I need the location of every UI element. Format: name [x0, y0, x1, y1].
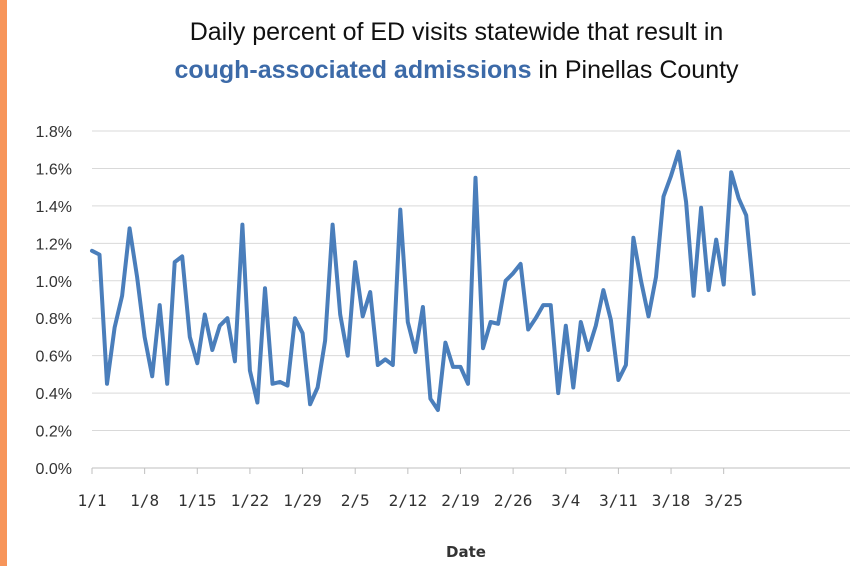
y-axis-ticks: 0.0% 0.2% 0.4% 0.6% 0.8% 1.0% 1.2% 1.4% 1.6% 1.8%	[36, 124, 72, 478]
y-tick-label: 0.6%	[36, 349, 72, 366]
x-tick-label: 2/5	[341, 491, 370, 510]
left-accent-bar	[0, 0, 7, 566]
y-tick-label: 0.2%	[36, 424, 72, 441]
y-tick-label: 1.4%	[36, 199, 72, 216]
chart-title-highlight: cough-associated admissions	[174, 56, 532, 84]
chart-title-line-1: Daily percent of ED visits statewide tha…	[189, 18, 724, 46]
x-tick-label: 2/19	[441, 491, 480, 510]
x-tick-label: 3/11	[599, 491, 638, 510]
x-tick-label: 1/8	[130, 491, 159, 510]
y-tick-label: 1.2%	[36, 236, 72, 253]
y-tick-label: 0.0%	[36, 461, 72, 478]
y-tick-label: 1.8%	[36, 124, 72, 141]
y-tick-label: 0.8%	[36, 311, 72, 328]
x-tick-label: 1/15	[178, 491, 217, 510]
x-axis: 1/1 1/8 1/15 1/22 1/29 2/5 2/12 2/19 2/26 3/4 3/11…	[78, 467, 850, 510]
x-tick-label: 3/18	[652, 491, 691, 510]
y-tick-label: 0.4%	[36, 386, 72, 403]
y-tick-label: 1.6%	[36, 161, 72, 178]
x-tick-label: 1/29	[283, 491, 322, 510]
x-tick-label: 1/1	[78, 491, 107, 510]
x-tick-label: 3/25	[704, 491, 743, 510]
x-tick-label: 2/26	[494, 491, 533, 510]
chart-title-rest: in Pinellas County	[531, 56, 739, 84]
series-layer	[90, 149, 756, 412]
y-tick-label: 1.0%	[36, 274, 72, 291]
x-tick-label: 2/12	[389, 491, 428, 510]
x-tick-label: 3/4	[551, 491, 580, 510]
x-axis-label: Date	[446, 543, 486, 561]
chart-title-line-2: cough-associated admissions in Pinellas …	[60, 55, 853, 85]
x-tick-label: 1/22	[231, 491, 270, 510]
series-line	[90, 149, 756, 412]
